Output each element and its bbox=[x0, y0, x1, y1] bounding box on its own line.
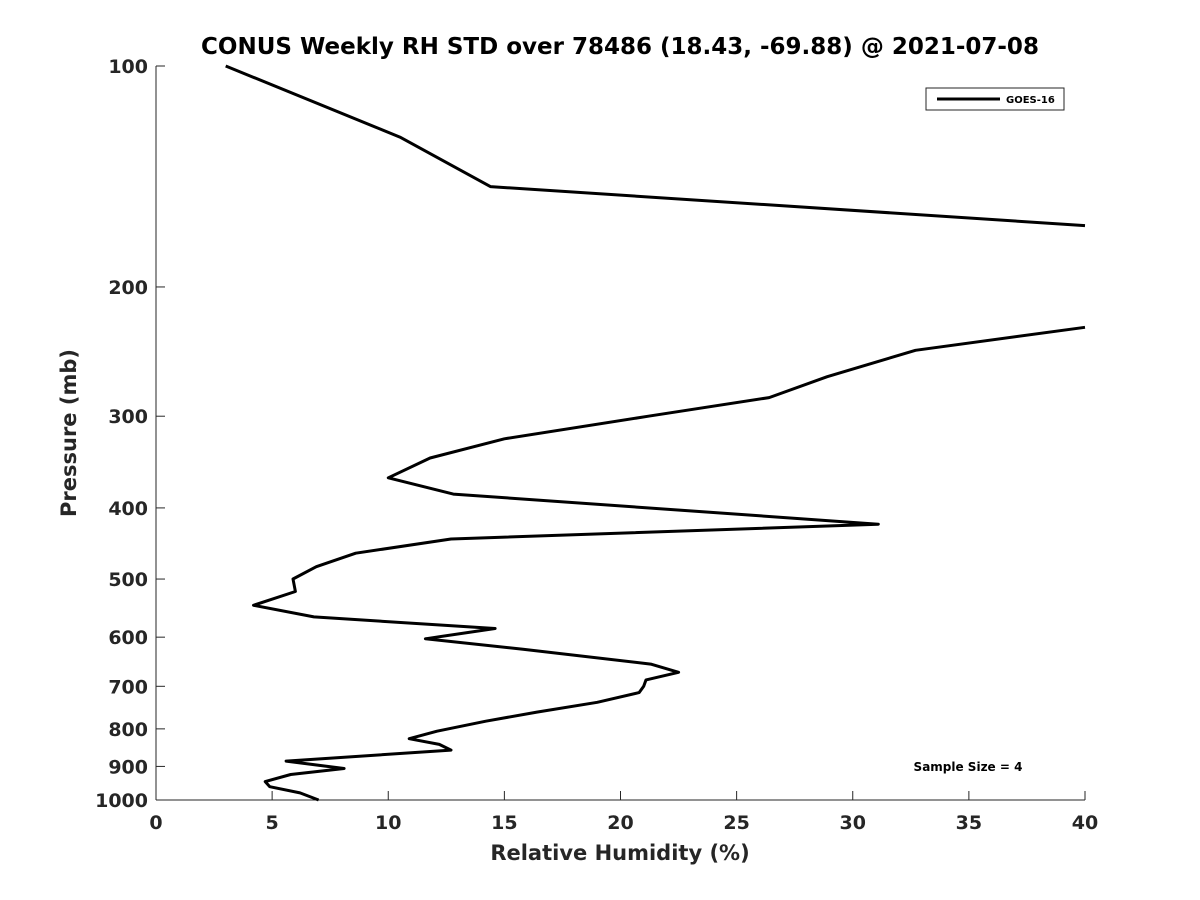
y-tick-label: 600 bbox=[108, 627, 148, 649]
y-tick-label: 800 bbox=[108, 719, 148, 741]
plot-area: 0 5 10 15 20 25 30 35 40 100 200 300 400 500 600 700 80… bbox=[95, 56, 1098, 834]
x-tick-label: 5 bbox=[266, 812, 279, 834]
y-axis-label: Pressure (mb) bbox=[57, 349, 81, 517]
y-tick-label: 1000 bbox=[95, 790, 148, 812]
series-line-goes-16-segment-1 bbox=[225, 64, 1086, 228]
x-axis-ticks: 0 5 10 15 20 25 30 35 40 bbox=[149, 791, 1098, 834]
y-tick-label: 200 bbox=[108, 277, 148, 299]
x-axis-label: Relative Humidity (%) bbox=[490, 841, 749, 865]
y-tick-label: 700 bbox=[108, 676, 148, 698]
y-axis-ticks: 100 200 300 400 500 600 700 800 900 1000 bbox=[95, 56, 165, 812]
y-tick-label: 900 bbox=[108, 756, 148, 778]
series-line-goes-16-segment-2 bbox=[252, 325, 1086, 802]
y-tick-label: 500 bbox=[108, 569, 148, 591]
x-tick-label: 25 bbox=[723, 812, 749, 834]
x-tick-label: 20 bbox=[607, 812, 633, 834]
series-layer bbox=[225, 64, 1086, 802]
y-tick-label: 100 bbox=[108, 56, 148, 78]
x-tick-label: 40 bbox=[1072, 812, 1098, 834]
y-tick-label: 300 bbox=[108, 406, 148, 428]
x-tick-label: 0 bbox=[149, 812, 162, 834]
legend: GOES-16 bbox=[925, 87, 1065, 111]
legend-label-goes-16: GOES-16 bbox=[1006, 95, 1055, 106]
y-tick-label: 400 bbox=[108, 498, 148, 520]
x-tick-label: 30 bbox=[840, 812, 866, 834]
sample-size-annotation: Sample Size = 4 bbox=[914, 760, 1023, 774]
x-tick-label: 10 bbox=[375, 812, 401, 834]
x-tick-label: 15 bbox=[491, 812, 517, 834]
x-tick-label: 35 bbox=[956, 812, 982, 834]
chart-title: CONUS Weekly RH STD over 78486 (18.43, -… bbox=[201, 34, 1039, 60]
